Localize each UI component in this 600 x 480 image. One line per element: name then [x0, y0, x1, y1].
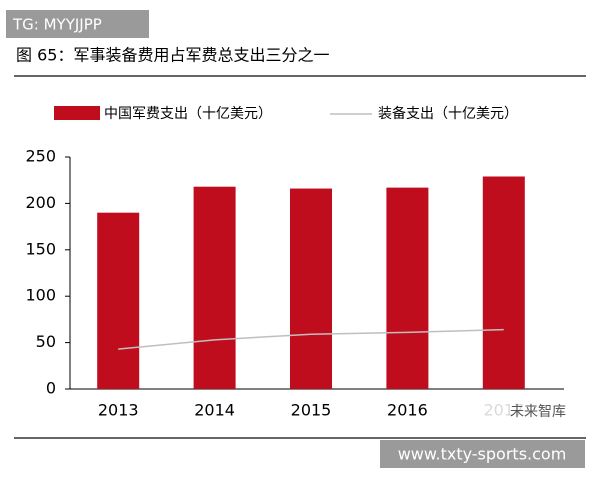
legend-label: 中国军费支出（十亿美元）: [104, 106, 272, 122]
legend-swatch-bar: [54, 106, 100, 120]
y-tick-label: 100: [25, 286, 56, 305]
bar: [482, 176, 525, 389]
bar: [386, 187, 429, 389]
x-tick-label: 2016: [387, 401, 428, 420]
y-tick-label: 0: [46, 379, 56, 398]
y-tick-label: 250: [25, 147, 56, 166]
chart-title: 图 65：军事装备费用占军费总支出三分之一: [16, 46, 329, 65]
bar: [193, 186, 236, 389]
x-tick-label: 2014: [194, 401, 235, 420]
watermark-box: [6, 10, 149, 38]
x-tick-label: 2015: [291, 401, 332, 420]
y-tick-label: 200: [25, 193, 56, 212]
bar: [290, 188, 332, 389]
watermark: 未来智库: [510, 404, 566, 420]
line: [118, 328, 504, 350]
bar: [97, 212, 140, 389]
y-tick-label: 150: [25, 239, 56, 258]
watermark-box: [484, 400, 580, 424]
y-tick-label: 50: [36, 332, 56, 351]
x-tick-label: 2013: [98, 401, 139, 420]
legend-label: 装备支出（十亿美元）: [378, 105, 518, 122]
watermark: www.txty-sports.com: [398, 445, 567, 464]
watermark-box: [380, 440, 585, 468]
plot: 05010015020025020132014201520162017: [25, 147, 564, 420]
watermark: TG: MYYJJPP: [12, 16, 102, 34]
